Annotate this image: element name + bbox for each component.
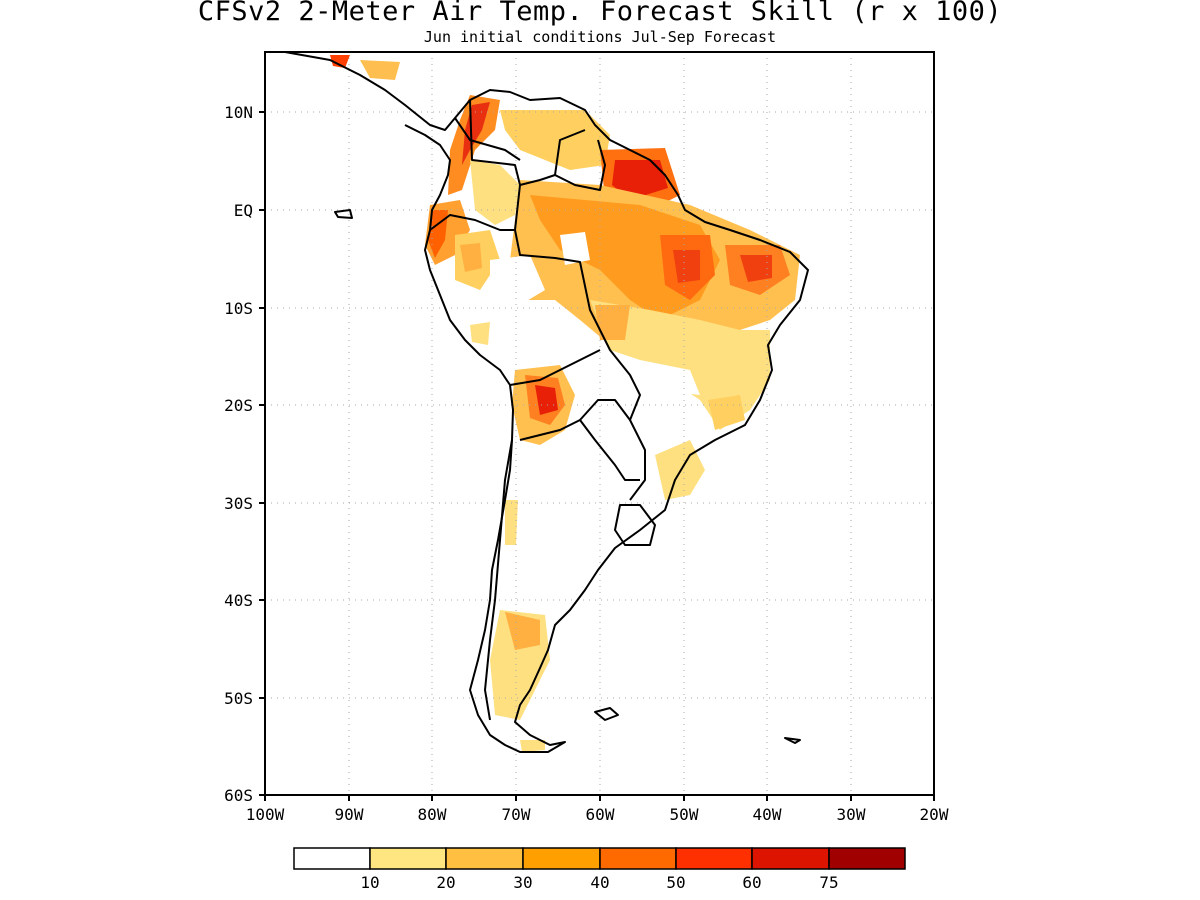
skill-shade [640,360,700,395]
country-border [554,129,586,176]
lat-tick-label: 40S [224,591,253,610]
lon-tick-label: 70W [502,805,531,824]
legend-label: 20 [436,873,455,892]
legend-label: 40 [590,873,609,892]
legend-label: 30 [513,873,532,892]
lat-tick-label: EQ [234,201,253,220]
skill-shade [560,232,590,265]
lat-tick-label: 60S [224,786,253,805]
skill-shade [520,740,545,752]
island-outline [334,209,353,219]
tick-marks [259,111,935,801]
skill-shade [490,255,545,305]
coastlines [284,52,809,753]
legend-label: 75 [819,873,838,892]
skill-shade [360,60,400,80]
map-title: CFSv2 2-Meter Air Temp. Forecast Skill (… [197,0,1003,27]
lon-tick-label: 90W [335,805,364,824]
skill-shade [460,243,482,272]
continent-outline [284,52,809,753]
legend-swatch [369,847,447,870]
legend-label: 10 [360,873,379,892]
country-border [614,504,656,546]
map-subtitle: Jun initial conditions Jul-Sep Forecast [423,28,777,46]
lat-tick-label: 10S [224,299,253,318]
lat-tick-labels: 10N EQ 10S 20S 30S 40S 50S 60S [224,103,253,805]
skill-shade [448,95,500,195]
lon-tick-label: 30W [837,805,866,824]
legend-swatch [828,847,906,870]
skill-shade [612,160,668,200]
lat-tick-label: 20S [224,396,253,415]
lon-tick-label: 20W [920,805,949,824]
legend-label: 50 [666,873,685,892]
lon-tick-label: 50W [670,805,699,824]
country-border [429,214,515,231]
skill-shade [470,322,490,345]
shading-layer [330,55,800,752]
country-border [469,99,606,191]
country-border [514,184,646,501]
skill-shade [595,305,630,340]
lat-tick-label: 50S [224,689,253,708]
skill-shade [535,385,558,415]
country-border [509,349,601,386]
skill-shade [505,612,540,650]
island-outline [594,707,619,721]
skill-shade [500,110,610,170]
lon-tick-label: 80W [418,805,447,824]
skill-shade [740,255,772,282]
country-border [519,399,631,441]
legend-swatch [522,847,601,870]
skill-shade [330,55,350,68]
country-border [579,419,640,481]
color-legend: 10 20 30 40 50 60 75 [293,847,906,892]
skill-shade [673,250,700,283]
lat-tick-label: 10N [224,103,253,122]
legend-label: 60 [742,873,761,892]
legend-swatch [445,847,524,870]
legend-swatch [675,847,753,870]
lon-tick-label: 60W [586,805,615,824]
skill-shade [505,500,518,545]
lon-tick-labels: 100W 90W 80W 70W 60W 50W 40W 30W 20W [246,805,949,824]
legend-swatch [599,847,677,870]
lat-tick-label: 30S [224,494,253,513]
legend-swatch [751,847,830,870]
lon-tick-label: 100W [246,805,285,824]
skill-shade [708,395,745,430]
country-border [454,117,521,161]
skill-shade [428,210,448,258]
island-outline [784,737,801,744]
skill-shade [462,102,490,165]
legend-swatch [293,847,371,870]
country-border [484,439,513,721]
lon-tick-label: 40W [753,805,782,824]
skill-shade [470,160,520,225]
